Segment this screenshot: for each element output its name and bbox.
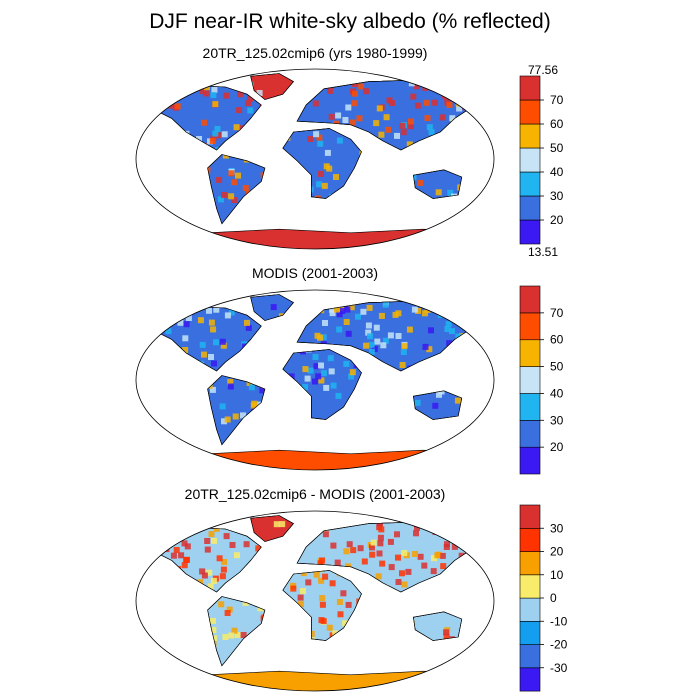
map-panel-diff	[135, 510, 495, 692]
colorbar-tick-label: 40	[550, 386, 564, 400]
colorbar-swatch	[519, 219, 541, 245]
map-border	[135, 289, 495, 471]
colorbar-swatch	[519, 339, 541, 367]
colorbar-diff: -30 -20 -10 0 10 20 30	[519, 504, 568, 692]
panel-title-model: 20TR_125.02cmip6 (yrs 1980-1999)	[202, 45, 428, 61]
colorbar-swatch	[519, 75, 541, 101]
colorbar-tick-label: -30	[550, 661, 568, 675]
colorbar-swatch	[519, 366, 541, 394]
map-panel-obs	[135, 289, 495, 471]
colorbar-model: 20 30 40 50 60 70 77.56 13.51	[519, 63, 564, 259]
colorbar-swatch	[519, 171, 541, 197]
colorbar-swatch	[519, 446, 541, 475]
panel-title-obs: MODIS (2001-2003)	[251, 265, 379, 281]
colorbar-tick-label: 20	[550, 440, 564, 454]
colorbar-tick-label: 30	[550, 189, 564, 203]
colorbar-swatch	[519, 195, 541, 221]
colorbar-tick-label: 60	[550, 117, 564, 131]
colorbar-tick-label: -20	[550, 638, 568, 652]
colorbar-tick-label: 60	[550, 333, 564, 347]
colorbar-swatch	[519, 574, 541, 599]
colorbar-min-label: 13.51	[528, 245, 558, 259]
map-border	[135, 510, 495, 692]
continent-antarctica	[136, 228, 494, 249]
colorbar-swatch	[519, 419, 541, 448]
colorbar-swatch	[519, 285, 541, 314]
panel-title-diff: 20TR_125.02cmip6 - MODIS (2001-2003)	[184, 486, 446, 502]
colorbar-swatch	[519, 393, 541, 421]
colorbar-tick-label: 20	[550, 213, 564, 227]
continent-antarctica	[136, 449, 494, 470]
colorbar-tick-label: 50	[550, 360, 564, 374]
map-border	[135, 68, 495, 250]
colorbar-swatch	[519, 597, 541, 622]
colorbar-tick-label: 70	[550, 306, 564, 320]
colorbar-swatch	[519, 147, 541, 173]
colorbar-tick-label: 20	[550, 545, 564, 559]
colorbar-swatch	[519, 620, 541, 645]
figure-title: DJF near-IR white-sky albedo (% reflecte…	[149, 10, 551, 33]
colorbar-tick-label: 10	[550, 568, 564, 582]
colorbar-swatch	[519, 527, 541, 552]
continent-antarctica	[136, 670, 494, 691]
colorbar-obs: 20 30 40 50 60 70	[519, 285, 564, 475]
map-panel-model	[135, 68, 495, 250]
colorbar-swatch	[519, 123, 541, 149]
colorbar-swatch	[519, 312, 541, 341]
colorbar-swatch	[519, 504, 541, 529]
colorbar-swatch	[519, 551, 541, 576]
colorbar-tick-label: 30	[550, 413, 564, 427]
colorbar-tick-label: 70	[550, 93, 564, 107]
colorbar-swatch	[519, 99, 541, 125]
colorbar-swatch	[519, 644, 541, 669]
colorbar-tick-label: 40	[550, 165, 564, 179]
colorbar-tick-label: 50	[550, 141, 564, 155]
colorbar-max-label: 77.56	[528, 63, 558, 77]
colorbar-tick-label: -10	[550, 614, 568, 628]
colorbar-swatch	[519, 667, 541, 692]
colorbar-tick-label: 0	[550, 591, 557, 605]
colorbar-tick-label: 30	[550, 521, 564, 535]
